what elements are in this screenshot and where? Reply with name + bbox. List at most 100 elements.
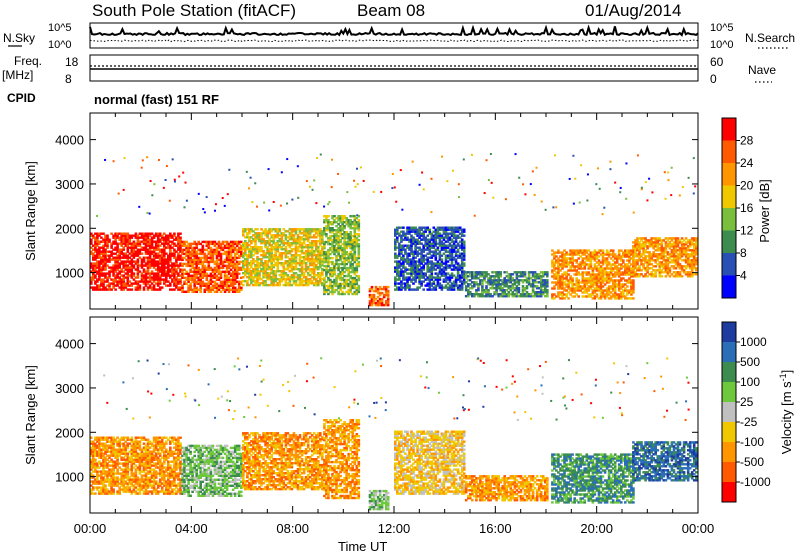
echo-cell (605, 273, 609, 276)
echo-cell (345, 223, 348, 226)
echo-cell (244, 230, 247, 233)
echo-cell (398, 246, 401, 249)
echo-cell (244, 258, 247, 261)
echo-cell (270, 248, 273, 251)
echo-cell (575, 277, 578, 280)
echo-cell (412, 260, 415, 263)
echo-cell (620, 287, 623, 290)
echo-cell (569, 251, 572, 254)
echo-cell (227, 252, 231, 256)
echo-cell (262, 274, 265, 277)
echo-cell (620, 259, 623, 262)
echo-cell (622, 271, 625, 274)
echo-cell (112, 236, 115, 239)
echo-cell (438, 252, 442, 255)
echo-cell (286, 264, 290, 267)
echo-cell (410, 238, 413, 241)
echo-cell (231, 288, 235, 291)
echo-cell (254, 276, 257, 279)
echo-cell (296, 234, 300, 237)
echo-cell (306, 254, 310, 257)
echo-cell (454, 228, 458, 231)
echo-cell (632, 297, 635, 300)
echo-cell (454, 230, 458, 233)
echo-cell (577, 273, 580, 276)
echo-cell (167, 266, 170, 269)
echo-cell (533, 277, 537, 280)
echo-cell (571, 295, 574, 298)
echo-cell (485, 275, 488, 278)
echo-cell (444, 246, 448, 249)
echo-cell (412, 288, 415, 291)
echo-cell (185, 262, 188, 266)
echo-cell (341, 278, 344, 282)
echo-cell (353, 215, 357, 218)
echo-cell (380, 297, 384, 301)
echo-cell (404, 232, 407, 235)
echo-cell (215, 242, 219, 246)
echo-cell (563, 277, 566, 280)
echo-cell (312, 282, 316, 285)
echo-cell (156, 276, 160, 279)
echo-cell (264, 266, 267, 269)
echo-cell (493, 281, 496, 284)
echo-cell (278, 238, 282, 241)
echo-cell (294, 260, 298, 263)
echo-cell (323, 244, 326, 248)
echo-cell (444, 274, 448, 277)
echo-cell (329, 282, 332, 286)
echo-cell (416, 232, 419, 235)
echo-cell (242, 260, 245, 263)
echo-cell (270, 282, 273, 285)
echo-cell (167, 234, 170, 237)
echo-cell (134, 250, 138, 253)
echo-cell (138, 244, 142, 247)
echo-cell (229, 250, 233, 254)
echo-cell (420, 274, 423, 277)
echo-cell (118, 256, 121, 259)
echo-cell (278, 252, 282, 255)
echo-cell (343, 236, 346, 240)
echo-cell (233, 288, 237, 291)
echo-cell (378, 287, 382, 291)
echo-cell (100, 284, 103, 287)
echo-cell (250, 228, 253, 231)
echo-cell (181, 274, 184, 277)
echo-cell (333, 280, 336, 284)
echo-cell (430, 276, 434, 279)
echo-cell (357, 274, 361, 278)
echo-cell (217, 242, 221, 246)
echo-cell (509, 275, 513, 278)
echo-cell (175, 264, 178, 267)
echo-cell (213, 268, 217, 271)
echo-cell (312, 258, 316, 261)
echo-cell (406, 230, 409, 233)
echo-cell (187, 246, 190, 250)
echo-cell (422, 234, 425, 237)
echo-cell (185, 270, 188, 273)
echo-cell (426, 242, 429, 245)
echo-cell (450, 250, 454, 253)
echo-cell (225, 284, 229, 287)
echo-cell (410, 266, 413, 269)
echo-cell (406, 256, 409, 259)
echo-cell (329, 260, 332, 264)
echo-cell (640, 273, 643, 276)
echo-cell (250, 236, 253, 239)
echo-cell (567, 279, 570, 282)
echo-cell (607, 287, 611, 290)
echo-cell (483, 271, 486, 274)
echo-cell (294, 238, 298, 241)
echo-cell (258, 240, 261, 243)
echo-cell (634, 275, 637, 278)
echo-cell (114, 284, 117, 287)
echo-cell (223, 264, 227, 268)
echo-cell (167, 260, 170, 263)
echo-cell (169, 258, 172, 261)
echo-cell (215, 266, 219, 270)
echo-cell (382, 303, 386, 307)
echo-cell (197, 272, 200, 275)
echo-cell (211, 258, 215, 262)
echo-cell (515, 295, 519, 298)
echo-cell (349, 254, 352, 258)
